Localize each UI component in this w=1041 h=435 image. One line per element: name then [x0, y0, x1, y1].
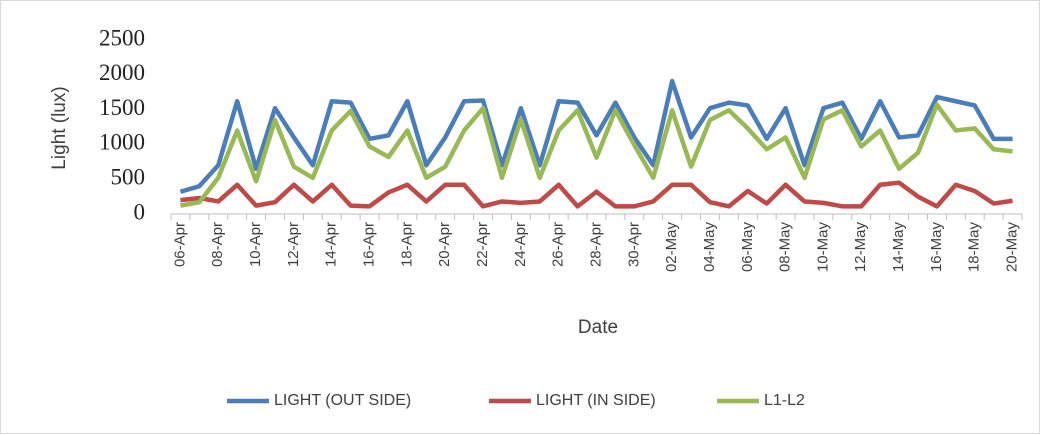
x-tick-label: 18-May — [966, 222, 983, 273]
x-tick-label: 26-Apr — [550, 222, 567, 267]
legend-label: L1-L2 — [764, 392, 805, 409]
data-line — [180, 102, 1013, 208]
x-tick-label: 22-Apr — [474, 222, 491, 267]
x-tick-label: 20-Apr — [436, 222, 453, 267]
y-tick-label: 2000 — [99, 60, 145, 85]
x-tick-label: 06-May — [739, 222, 756, 273]
y-axis-title: Light (lux) — [49, 86, 70, 169]
x-tick-label: 18-Apr — [398, 222, 415, 267]
x-tick-label: 06-Apr — [171, 222, 188, 267]
data-line — [179, 78, 1013, 194]
y-tick-label: 1000 — [99, 130, 145, 155]
x-tick-label: 10-Apr — [247, 222, 264, 267]
x-tick-label: 10-May — [814, 222, 831, 273]
x-tick-label: 14-Apr — [323, 222, 340, 267]
x-tick-label: 12-Apr — [285, 222, 302, 267]
x-tick-label: 16-May — [928, 222, 945, 273]
x-tick-label: 20-May — [1004, 222, 1021, 273]
x-tick-label: 02-May — [663, 222, 680, 273]
y-tick-label: 0 — [134, 199, 146, 224]
x-tick-label: 12-May — [852, 222, 869, 273]
legend-label: LIGHT (OUT SIDE) — [274, 392, 411, 409]
x-tick-label: 04-May — [701, 222, 718, 273]
legend-label: LIGHT (IN SIDE) — [536, 392, 656, 409]
y-tick-label: 500 — [111, 164, 146, 189]
x-tick-label: 24-Apr — [512, 222, 529, 267]
x-tick-label: 16-Apr — [361, 222, 378, 267]
x-tick-label: 08-Apr — [209, 222, 226, 267]
x-tick-label: 14-May — [890, 222, 907, 273]
x-axis-title: Date — [578, 317, 618, 338]
x-tick-label: 08-May — [777, 222, 794, 273]
y-tick-label: 2500 — [99, 25, 145, 50]
x-tick-label: 30-Apr — [625, 222, 642, 267]
x-tick-label: 28-Apr — [587, 222, 604, 267]
data-line — [180, 180, 1013, 209]
y-tick-label: 1500 — [99, 95, 145, 120]
